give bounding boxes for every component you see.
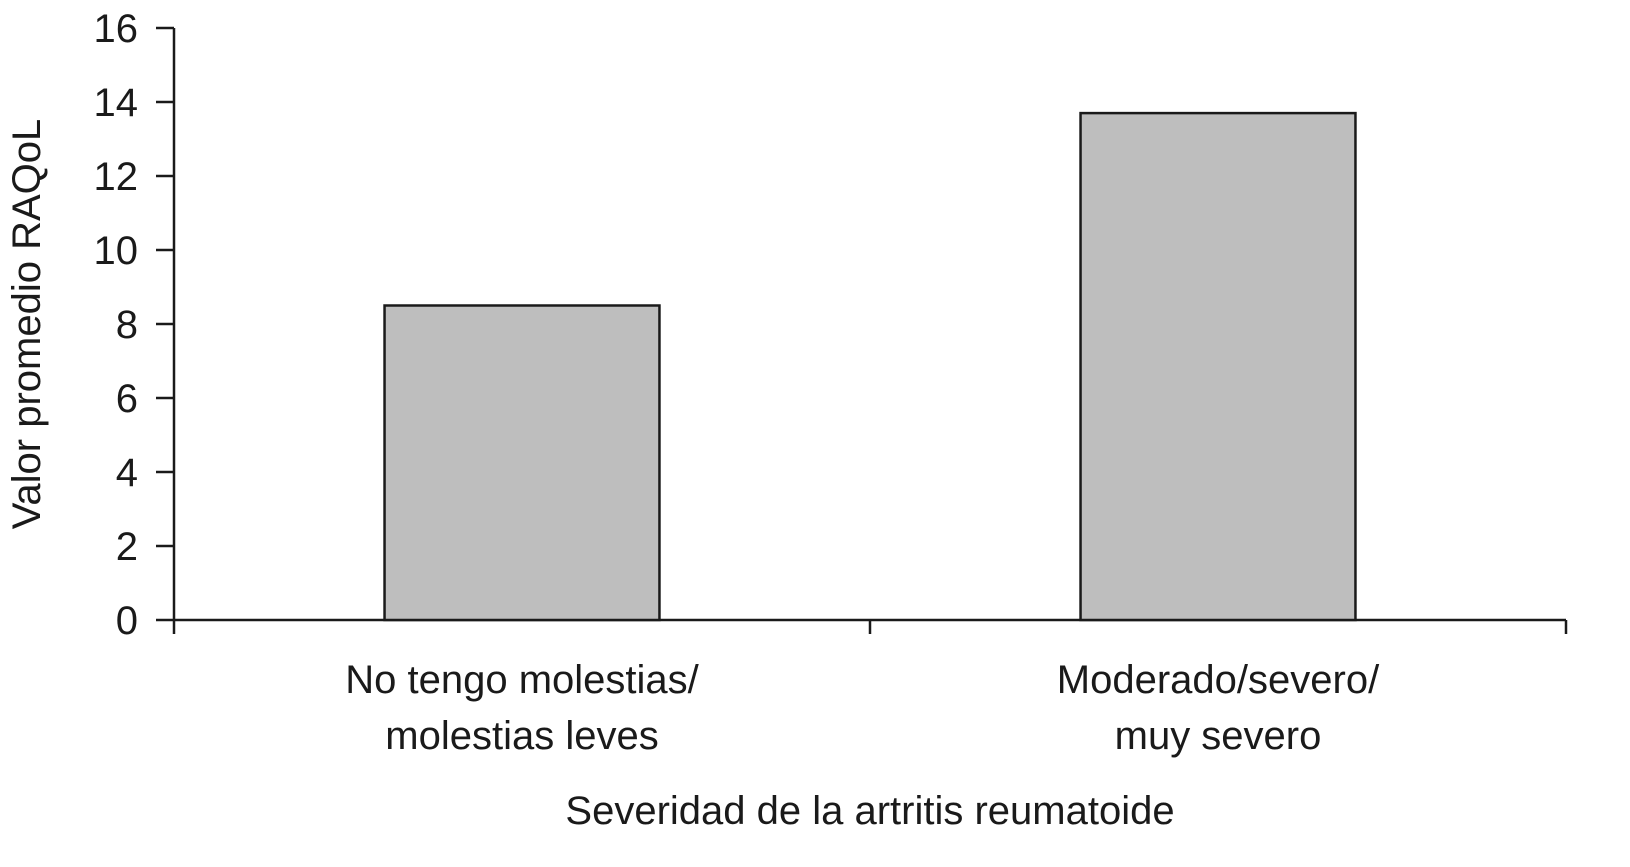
- x-category-label: Moderado/severo/: [1057, 658, 1380, 702]
- x-category-label: molestias leves: [385, 714, 658, 758]
- y-tick-label: 12: [94, 155, 139, 199]
- bar: [1079, 111, 1357, 622]
- y-tick-label: 6: [116, 377, 138, 421]
- y-tick-label: 8: [116, 303, 138, 347]
- y-axis: 0 2 4 6 8 10 12 14 16: [94, 7, 176, 643]
- y-tick-label: 0: [116, 599, 138, 643]
- bars: [383, 111, 1357, 622]
- x-axis-title: Severidad de la artritis reumatoide: [565, 789, 1174, 833]
- x-category-label: muy severo: [1115, 714, 1322, 758]
- y-tick-label: 10: [94, 229, 139, 273]
- bar: [383, 304, 661, 622]
- y-tick-label: 4: [116, 451, 138, 495]
- x-axis: [172, 618, 1568, 634]
- category-labels: No tengo molestias/molestias leves Modera…: [345, 658, 1380, 758]
- y-axis-title: Valor promedio RAQoL: [5, 119, 49, 530]
- y-tick-label: 16: [94, 7, 139, 51]
- y-tick-label: 2: [116, 525, 138, 569]
- x-category-label: No tengo molestias/: [345, 658, 699, 702]
- y-tick-label: 14: [94, 81, 139, 125]
